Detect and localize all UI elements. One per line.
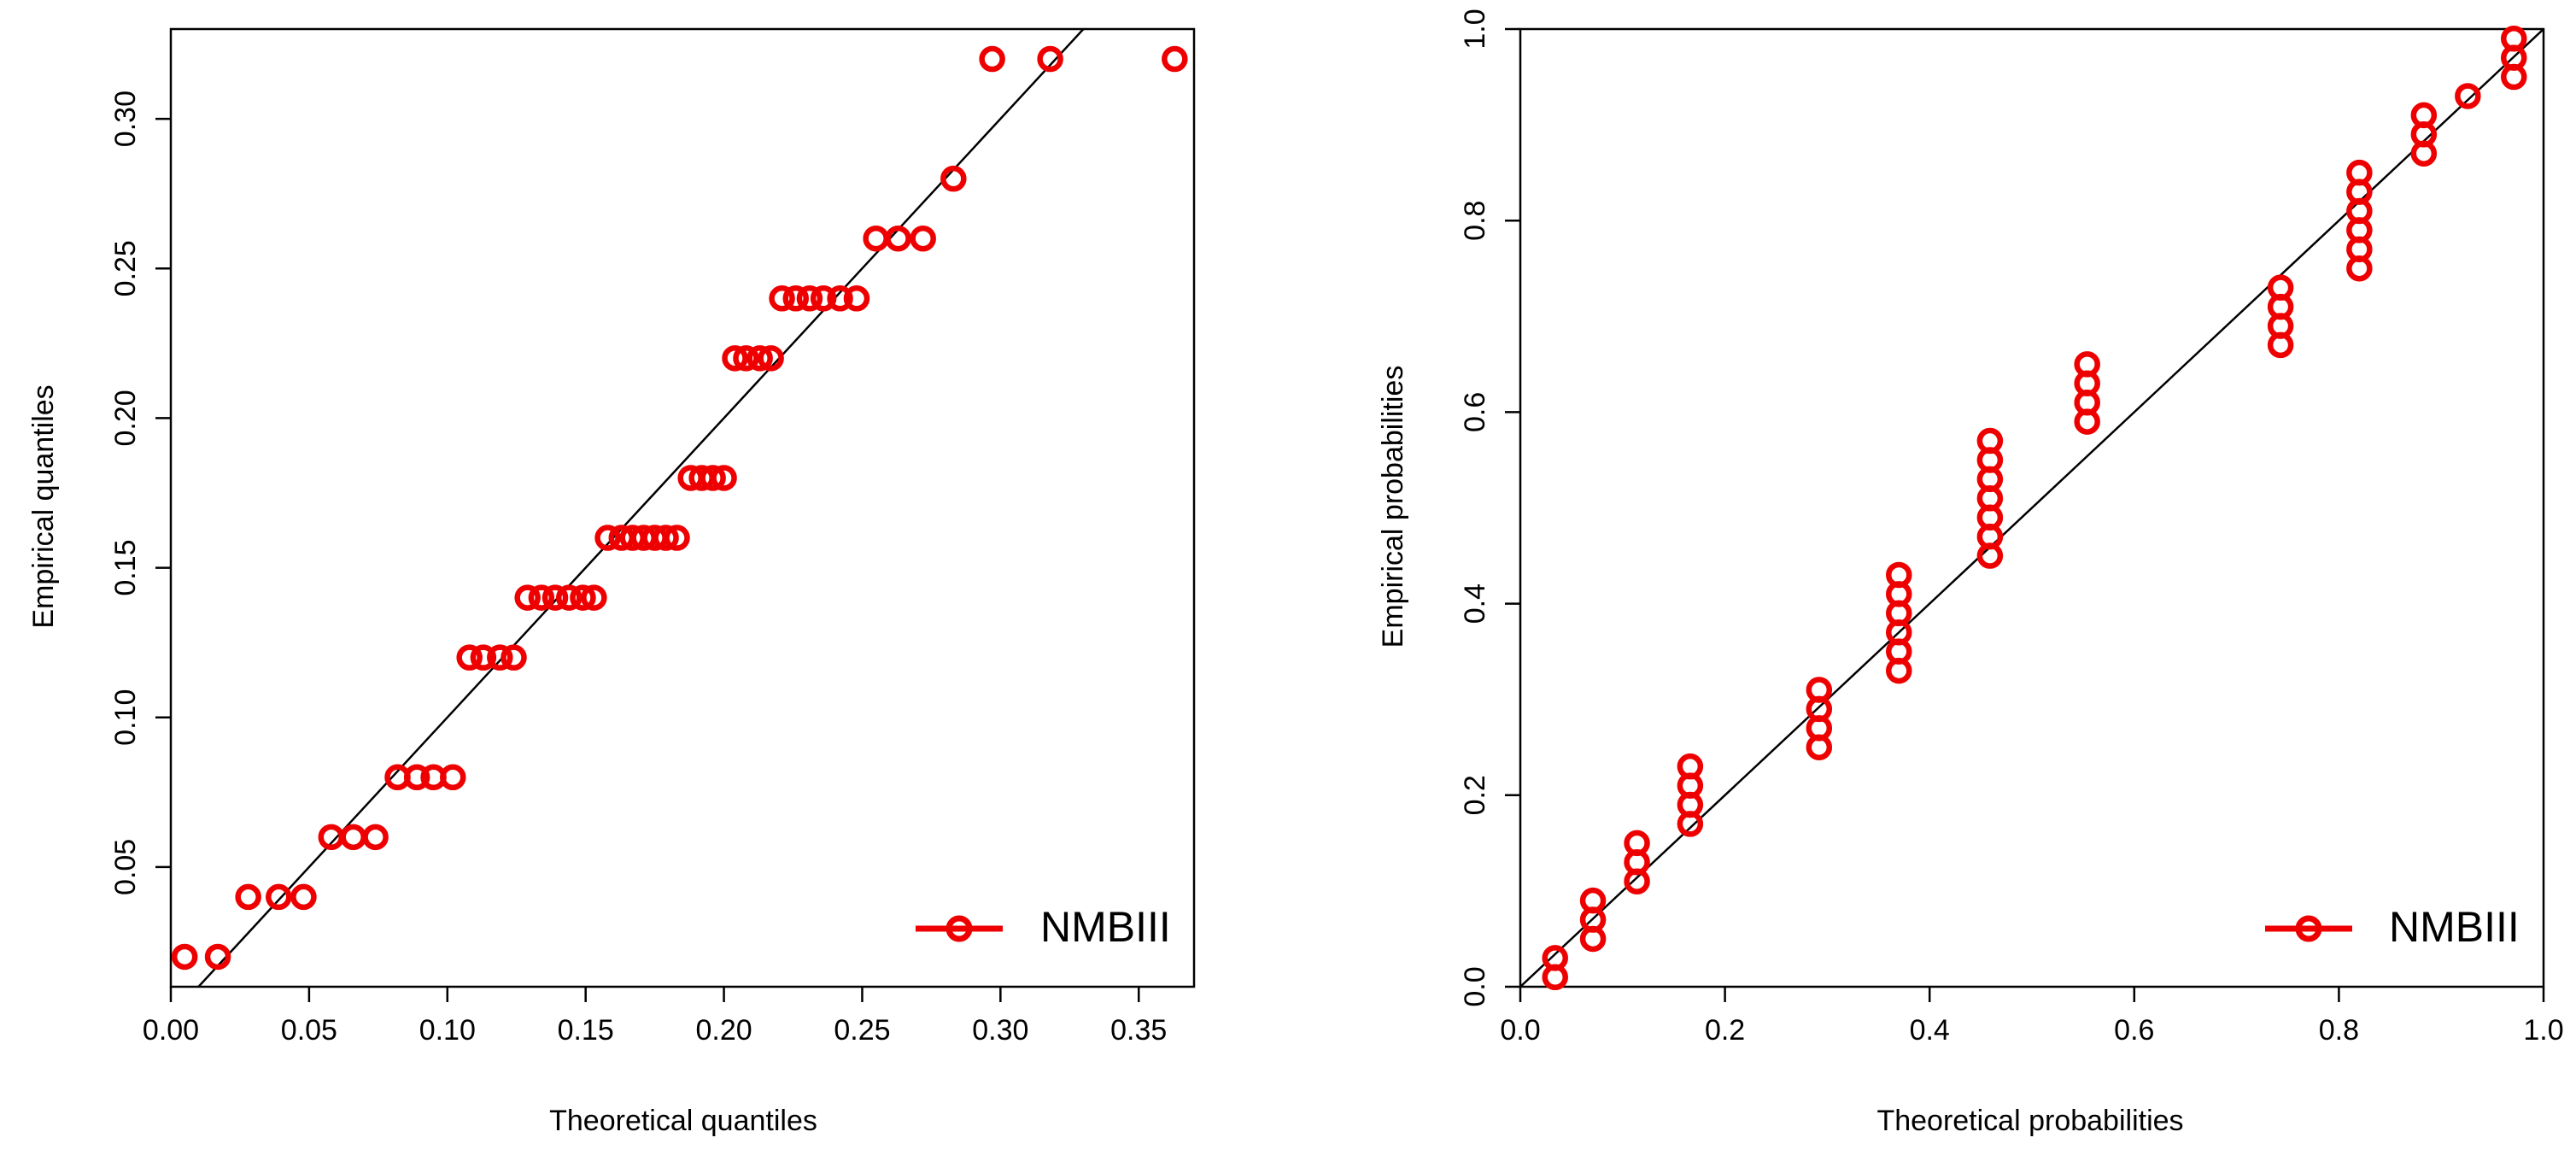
data-point: [1542, 945, 1568, 971]
x-tick-label: 0.6: [2114, 1014, 2154, 1047]
plot-frame: [169, 27, 1196, 988]
data-point: [782, 285, 810, 312]
y-tick-label: 0.8: [1459, 201, 1491, 241]
y-tick-label: 0.15: [109, 539, 142, 595]
data-point: [1037, 45, 1063, 73]
legend: NMBIII: [916, 903, 1171, 951]
y-tick-label: 0.10: [109, 689, 142, 746]
data-point: [979, 45, 1005, 73]
x-tick-label: 0.05: [281, 1014, 337, 1047]
data-point: [2410, 102, 2438, 129]
x-tick-label: 0.30: [972, 1014, 1028, 1047]
x-tick-label: 1.0: [2523, 1014, 2563, 1047]
data-point: [843, 285, 870, 312]
data-point: [2455, 83, 2481, 109]
x-tick-label: 0.0: [1500, 1014, 1540, 1047]
data-point: [863, 225, 889, 252]
x-tick-label: 0.35: [1110, 1014, 1167, 1047]
data-point: [2267, 274, 2294, 301]
y-tick-label: 0.6: [1459, 392, 1491, 432]
data-point: [653, 525, 679, 551]
data-point: [810, 285, 837, 312]
data-point: [290, 883, 317, 911]
data-point: [700, 465, 726, 491]
data-point: [722, 345, 748, 372]
reference-line: [196, 29, 1086, 987]
data-point: [340, 824, 366, 851]
data-point: [1624, 830, 1650, 857]
data-point: [362, 824, 389, 851]
data-point: [664, 525, 690, 551]
data-point: [266, 883, 292, 911]
y-tick-label: 0.2: [1459, 775, 1491, 815]
legend: NMBIII: [2265, 903, 2520, 951]
data-point: [1886, 561, 1912, 589]
data-point: [885, 225, 911, 252]
data-point: [2346, 159, 2373, 186]
data-point: [711, 465, 737, 491]
data-point: [487, 644, 513, 671]
data-point: [2501, 25, 2527, 52]
data-point: [1677, 753, 1704, 780]
data-point: [910, 225, 936, 252]
data-point: [940, 165, 967, 192]
pp-plot-panel: Theoretical probabilities Empirical prob…: [1377, 9, 2564, 1137]
y-axis-label: Empirical probabilities: [1377, 366, 1409, 648]
data-point: [235, 883, 261, 911]
data-point: [555, 584, 583, 611]
data-point: [2074, 351, 2100, 378]
x-tick-label: 0.00: [143, 1014, 199, 1047]
data-point: [501, 644, 527, 671]
data-point: [581, 584, 607, 611]
x-tick-label: 0.15: [558, 1014, 614, 1047]
x-tick-label: 0.25: [834, 1014, 890, 1047]
data-point: [796, 285, 823, 312]
data-point: [456, 644, 483, 671]
data-point: [528, 584, 555, 611]
data-point: [1806, 677, 1833, 703]
legend-marker: [946, 915, 973, 942]
y-tick-label: 0.4: [1459, 584, 1491, 624]
y-axis-label: Empirical quantiles: [27, 384, 60, 628]
data-point: [769, 285, 795, 312]
series-nmbiii: [171, 45, 1188, 971]
data-point: [758, 345, 784, 372]
y-tick-label: 0.05: [109, 839, 142, 895]
qq-plot-panel: Theoretical quantiles Empirical quantile…: [27, 27, 1196, 1137]
x-tick-label: 0.8: [2319, 1014, 2359, 1047]
legend-label: NMBIII: [1040, 903, 1171, 951]
data-point: [440, 764, 466, 791]
x-axis-label: Theoretical quantiles: [549, 1105, 817, 1137]
data-point: [171, 943, 198, 971]
data-point: [542, 584, 569, 611]
data-point: [733, 345, 759, 372]
x-tick-label: 0.2: [1705, 1014, 1745, 1047]
data-point: [403, 764, 430, 791]
legend-label: NMBIII: [2389, 903, 2520, 951]
data-point: [1976, 427, 2004, 454]
reference-line: [1520, 29, 2544, 987]
legend-marker: [2295, 915, 2322, 942]
x-tick-label: 0.4: [1910, 1014, 1950, 1047]
data-point: [827, 285, 853, 312]
y-tick-label: 1.0: [1459, 9, 1491, 49]
y-tick-label: 0.20: [109, 390, 142, 446]
data-point: [594, 525, 621, 551]
data-point: [570, 584, 596, 611]
y-tick-label: 0.25: [109, 240, 142, 296]
data-point: [514, 584, 541, 611]
x-tick-label: 0.10: [419, 1014, 476, 1047]
data-point: [1579, 887, 1607, 914]
plot-frame: [1519, 27, 2545, 988]
data-point: [204, 943, 231, 971]
x-tick-label: 0.20: [695, 1014, 752, 1047]
data-point: [1162, 45, 1188, 73]
x-axis-label: Theoretical probabilities: [1876, 1105, 2183, 1137]
data-point: [746, 345, 773, 372]
y-tick-label: 0.30: [109, 91, 142, 147]
series-nmbiii: [1542, 25, 2527, 991]
y-tick-label: 0.0: [1459, 966, 1491, 1006]
data-point: [470, 644, 497, 671]
